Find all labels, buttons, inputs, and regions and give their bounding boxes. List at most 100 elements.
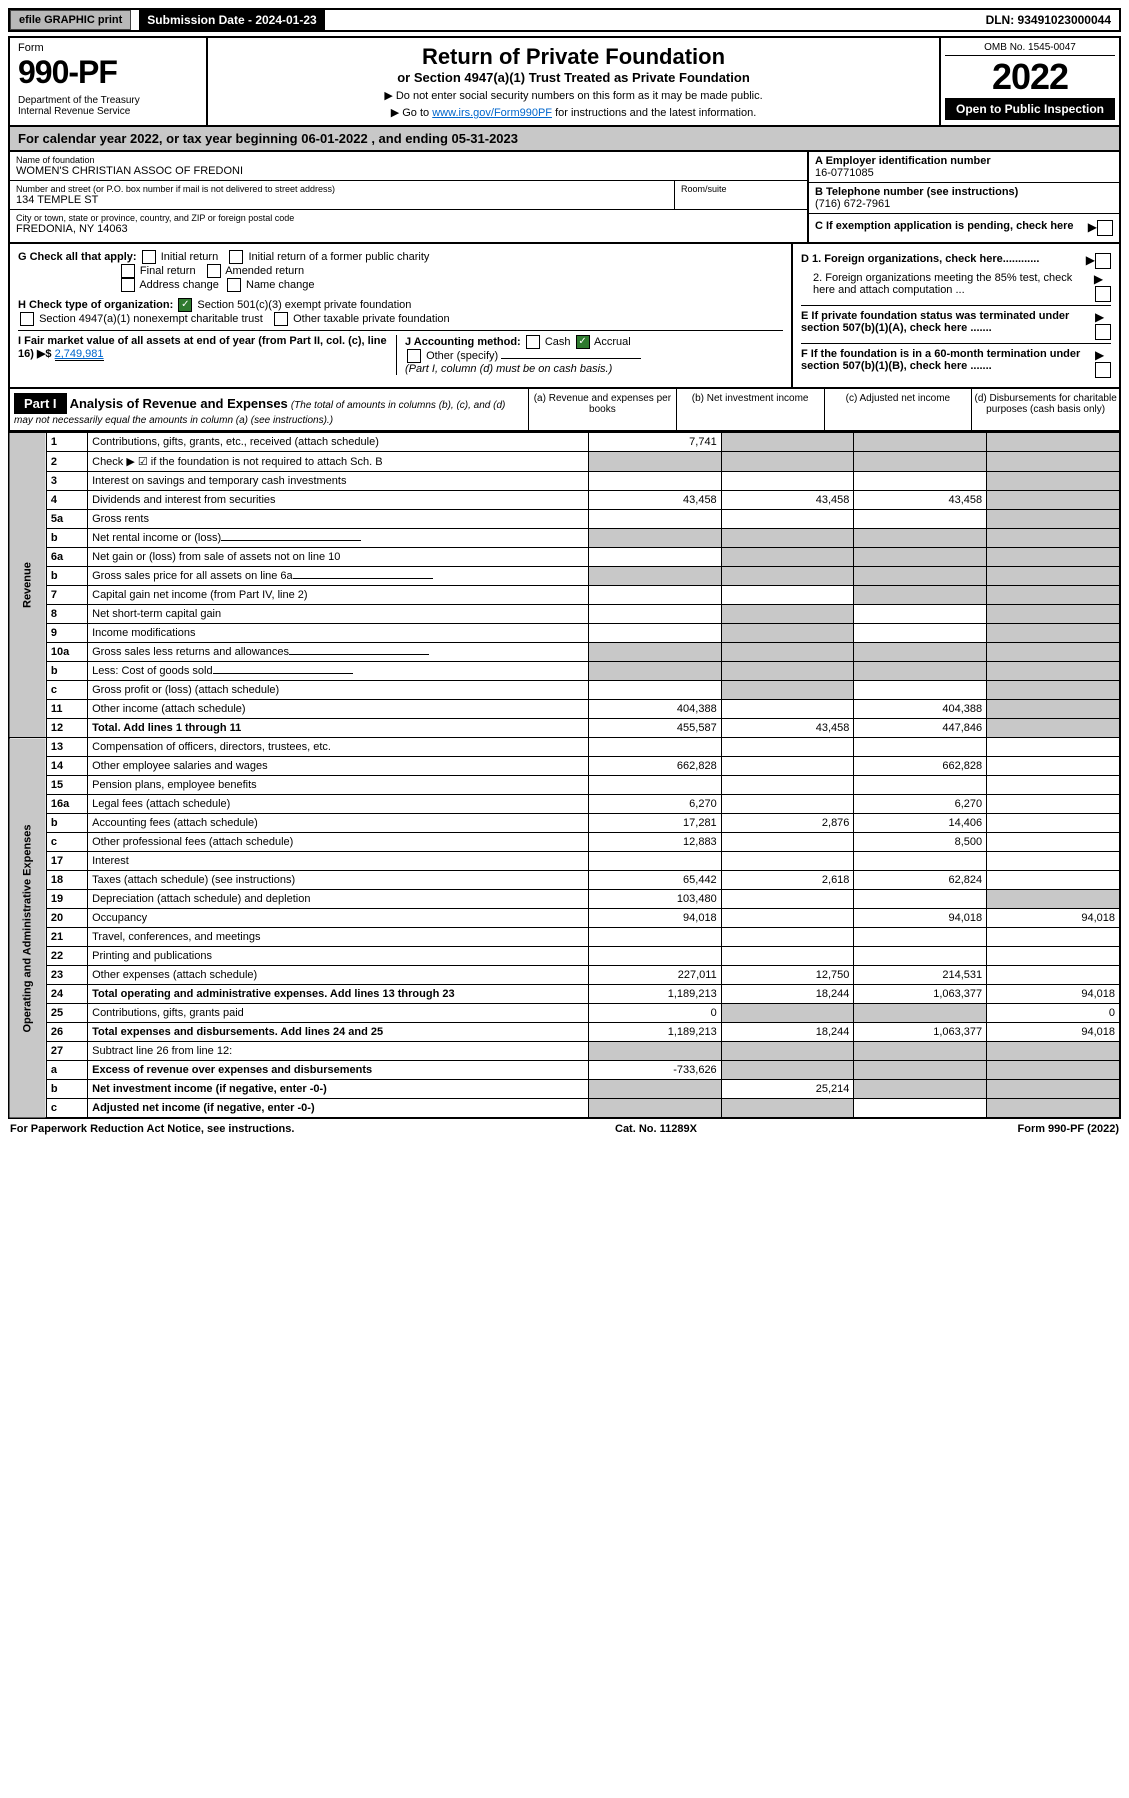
header-center: Return of Private Foundation or Section … xyxy=(208,38,939,125)
col-a-value: 0 xyxy=(588,1004,721,1023)
line-label: Other income (attach schedule) xyxy=(88,700,589,719)
col-d-value xyxy=(987,510,1120,529)
g-final-checkbox[interactable] xyxy=(121,264,135,278)
room-label: Room/suite xyxy=(681,184,801,194)
col-d-value xyxy=(987,548,1120,567)
col-b-value xyxy=(721,738,854,757)
h-label: H Check type of organization: xyxy=(18,299,173,311)
col-a-value: 103,480 xyxy=(588,890,721,909)
col-a-value xyxy=(588,472,721,491)
col-a-value xyxy=(588,928,721,947)
line-number: 8 xyxy=(46,605,87,624)
footer-left: For Paperwork Reduction Act Notice, see … xyxy=(10,1123,294,1135)
col-a-value: 12,883 xyxy=(588,833,721,852)
col-a-value: 43,458 xyxy=(588,491,721,510)
col-a-value xyxy=(588,1099,721,1119)
table-row: bNet investment income (if negative, ent… xyxy=(9,1080,1120,1099)
g-label: G Check all that apply: xyxy=(18,251,137,263)
form-instructions-link[interactable]: www.irs.gov/Form990PF xyxy=(432,107,552,119)
col-b-value xyxy=(721,433,854,452)
col-a-value: 404,388 xyxy=(588,700,721,719)
col-b-value xyxy=(721,643,854,662)
col-c-value: 404,388 xyxy=(854,700,987,719)
f-checkbox[interactable] xyxy=(1095,362,1111,378)
g-address-checkbox[interactable] xyxy=(121,278,135,292)
line-label: Contributions, gifts, grants paid xyxy=(88,1004,589,1023)
col-c-value xyxy=(854,472,987,491)
col-b-header: (b) Net investment income xyxy=(676,389,824,430)
g-opt-amended: Amended return xyxy=(225,265,304,277)
col-a-header: (a) Revenue and expenses per books xyxy=(528,389,676,430)
g-initial-checkbox[interactable] xyxy=(142,250,156,264)
c-label: C If exemption application is pending, c… xyxy=(815,220,1074,236)
table-row: Revenue1Contributions, gifts, grants, et… xyxy=(9,433,1120,452)
line-label: Interest on savings and temporary cash i… xyxy=(88,472,589,491)
line-label: Net rental income or (loss) xyxy=(88,529,589,548)
line-label: Net gain or (loss) from sale of assets n… xyxy=(88,548,589,567)
col-d-value xyxy=(987,529,1120,548)
col-a-value: 1,189,213 xyxy=(588,985,721,1004)
j-cash-checkbox[interactable] xyxy=(526,335,540,349)
g-initial-former-checkbox[interactable] xyxy=(229,250,243,264)
col-d-value xyxy=(987,928,1120,947)
table-row: 15Pension plans, employee benefits xyxy=(9,776,1120,795)
g-name-checkbox[interactable] xyxy=(227,278,241,292)
col-b-value xyxy=(721,624,854,643)
d2-checkbox[interactable] xyxy=(1095,286,1111,302)
h-4947-checkbox[interactable] xyxy=(20,312,34,326)
h-501c3-checkbox[interactable]: ✓ xyxy=(178,298,192,312)
line-label: Compensation of officers, directors, tru… xyxy=(88,738,589,757)
arrow-icon: ▶ xyxy=(1088,220,1097,234)
col-b-value xyxy=(721,586,854,605)
c-checkbox[interactable] xyxy=(1097,220,1113,236)
foundation-name: WOMEN'S CHRISTIAN ASSOC OF FREDONI xyxy=(16,165,801,177)
g-opt-address: Address change xyxy=(139,279,219,291)
h-other-checkbox[interactable] xyxy=(274,312,288,326)
table-row: 26Total expenses and disbursements. Add … xyxy=(9,1023,1120,1042)
line-label: Adjusted net income (if negative, enter … xyxy=(88,1099,589,1119)
col-d-value xyxy=(987,567,1120,586)
j-other-checkbox[interactable] xyxy=(407,349,421,363)
col-d-value xyxy=(987,662,1120,681)
line-label: Travel, conferences, and meetings xyxy=(88,928,589,947)
g-amended-checkbox[interactable] xyxy=(207,264,221,278)
col-c-value: 447,846 xyxy=(854,719,987,738)
d1-checkbox[interactable] xyxy=(1095,253,1111,269)
footer-center: Cat. No. 11289X xyxy=(615,1123,697,1135)
table-row: 22Printing and publications xyxy=(9,947,1120,966)
j-accrual-checkbox[interactable]: ✓ xyxy=(576,335,590,349)
table-row: 24Total operating and administrative exp… xyxy=(9,985,1120,1004)
line-number: b xyxy=(46,567,87,586)
col-a-value: 227,011 xyxy=(588,966,721,985)
table-row: cAdjusted net income (if negative, enter… xyxy=(9,1099,1120,1119)
page-footer: For Paperwork Reduction Act Notice, see … xyxy=(8,1119,1121,1139)
e-checkbox[interactable] xyxy=(1095,324,1111,340)
table-row: 7Capital gain net income (from Part IV, … xyxy=(9,586,1120,605)
line-number: 6a xyxy=(46,548,87,567)
line-number: 3 xyxy=(46,472,87,491)
part1-title: Analysis of Revenue and Expenses xyxy=(70,396,288,411)
col-b-value xyxy=(721,567,854,586)
line-label: Net short-term capital gain xyxy=(88,605,589,624)
j-label: J Accounting method: xyxy=(405,336,521,348)
col-d-value: 94,018 xyxy=(987,1023,1120,1042)
table-row: 14Other employee salaries and wages662,8… xyxy=(9,757,1120,776)
col-b-value xyxy=(721,1061,854,1080)
col-c-value: 6,270 xyxy=(854,795,987,814)
line-number: c xyxy=(46,681,87,700)
col-c-value xyxy=(854,928,987,947)
table-row: 5aGross rents xyxy=(9,510,1120,529)
col-b-value xyxy=(721,833,854,852)
line-label: Net investment income (if negative, ente… xyxy=(88,1080,589,1099)
line-number: 15 xyxy=(46,776,87,795)
col-c-value: 662,828 xyxy=(854,757,987,776)
efile-print-button[interactable]: efile GRAPHIC print xyxy=(10,10,131,30)
h-opt-other: Other taxable private foundation xyxy=(293,313,450,325)
col-a-value xyxy=(588,510,721,529)
name-label: Name of foundation xyxy=(16,155,801,165)
col-c-value xyxy=(854,1080,987,1099)
line-label: Gross sales less returns and allowances xyxy=(88,643,589,662)
table-row: 25Contributions, gifts, grants paid00 xyxy=(9,1004,1120,1023)
col-c-value xyxy=(854,529,987,548)
arrow-icon: ▶ xyxy=(1094,272,1103,286)
